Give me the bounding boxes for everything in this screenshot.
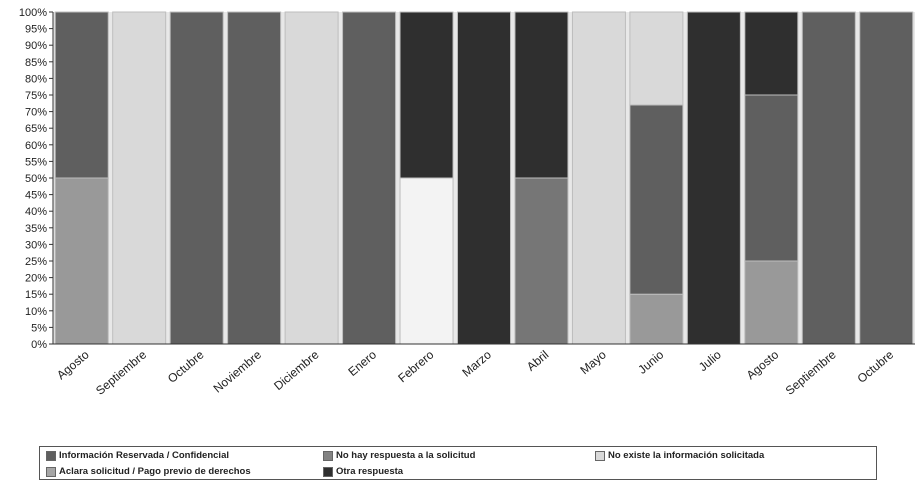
bar-segment (227, 11, 282, 345)
legend-label: Información Reservada / Confidencial (59, 450, 229, 461)
category-label: Marzo (459, 347, 494, 379)
bar-segment (744, 94, 799, 262)
legend-swatch (323, 450, 333, 461)
legend-item-aclara: Aclara solicitud / Pago previo de derech… (46, 466, 251, 477)
y-tick-label: 55% (25, 156, 47, 168)
category-label: Junio (635, 347, 666, 376)
bar-segment (629, 11, 684, 106)
bar-segment (571, 11, 626, 345)
bar-segment (744, 260, 799, 345)
category-label: Agosto (54, 347, 92, 382)
bar-segment (399, 11, 454, 179)
category-label: Enero (345, 347, 379, 379)
y-tick-label: 80% (25, 73, 47, 85)
y-tick-label: 20% (25, 273, 47, 285)
category-label: Julio (696, 347, 724, 374)
bar-segment (169, 11, 224, 345)
legend-swatch (323, 466, 333, 477)
y-tick-label: 95% (25, 24, 47, 36)
y-tick-label: 40% (25, 206, 47, 218)
legend-item-otra: Otra respuesta (323, 466, 403, 477)
y-tick-label: 35% (25, 223, 47, 235)
legend-label: No hay respuesta a la solicitud (336, 450, 476, 461)
legend-label: No existe la información solicitada (608, 450, 765, 461)
legend-label: Aclara solicitud / Pago previo de derech… (59, 466, 251, 477)
category-label: Agosto (744, 347, 782, 382)
y-tick-label: 60% (25, 140, 47, 152)
bar-segment (859, 11, 914, 345)
bar-segment (629, 293, 684, 345)
y-tick-label: 15% (25, 289, 47, 301)
y-tick-label: 0% (31, 339, 47, 351)
category-label: Octubre (854, 347, 896, 385)
y-tick-label: 30% (25, 239, 47, 251)
legend-swatch (595, 450, 605, 461)
bar-segment (629, 104, 684, 295)
legend-item-reservada: Información Reservada / Confidencial (46, 450, 229, 461)
category-label: Mayo (577, 347, 609, 377)
legend-item-no-respuesta: No hay respuesta a la solicitud (323, 450, 475, 461)
bar-segment (801, 11, 856, 345)
bar-segment (342, 11, 397, 345)
bar-segment (112, 11, 167, 345)
category-label: Noviembre (211, 347, 265, 395)
bar-segment (457, 11, 511, 345)
y-tick-label: 45% (25, 190, 47, 202)
chart-legend: Información Reservada / Confidencial No … (39, 446, 877, 480)
legend-swatch (46, 466, 56, 477)
bar-segment (284, 11, 339, 345)
y-tick-label: 65% (25, 123, 47, 135)
bar-segment (514, 177, 569, 345)
y-tick-label: 25% (25, 256, 47, 268)
y-tick-label: 10% (25, 306, 47, 318)
category-label: Diciembre (271, 347, 322, 393)
y-tick-label: 50% (25, 173, 47, 185)
y-tick-label: 85% (25, 57, 47, 69)
y-tick-label: 90% (25, 40, 47, 52)
legend-swatch (46, 450, 56, 461)
bar-segment (514, 11, 569, 179)
y-tick-label: 70% (25, 107, 47, 119)
y-tick-label: 5% (31, 322, 47, 334)
y-tick-label: 75% (25, 90, 47, 102)
bar-segment (686, 11, 741, 345)
category-label: Octubre (165, 347, 207, 385)
bar-segment (54, 11, 109, 179)
y-tick-label: 100% (19, 7, 47, 19)
category-label: Septiembre (93, 347, 149, 397)
stacked-bar-chart: 0% 5% 10% 15% 20% 25% 30% 35% 40% 45% 50% 55% 60% 65%… (19, 7, 915, 398)
bar-segment (399, 177, 454, 345)
legend-item-no-existe: No existe la información solicitada (595, 450, 764, 461)
bar-segment (744, 11, 799, 96)
category-label: Septiembre (783, 347, 839, 397)
category-label: Febrero (395, 347, 436, 385)
category-label: Abril (524, 348, 551, 374)
legend-label: Otra respuesta (336, 466, 404, 477)
bar-segment (54, 177, 109, 345)
